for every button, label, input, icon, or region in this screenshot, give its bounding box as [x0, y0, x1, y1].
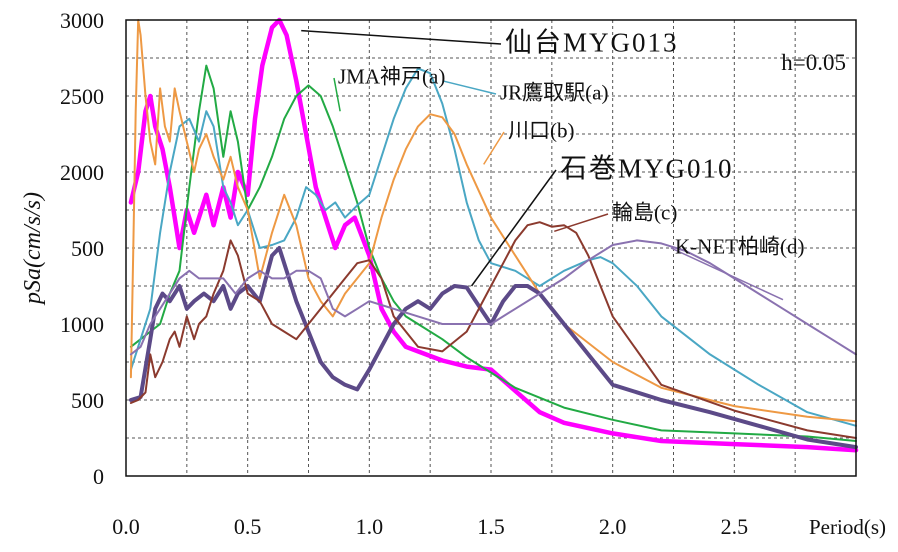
annotation-leader-line [470, 169, 557, 287]
series-annotation: JMA神戸(a) [338, 64, 445, 88]
y-tick-label: 0 [93, 464, 104, 489]
plot-frame [125, 19, 857, 477]
series-line [129, 67, 857, 427]
x-tick-label: 1.5 [477, 514, 505, 539]
y-tick-label: 2500 [60, 84, 104, 109]
y-tick-label: 1000 [60, 312, 104, 337]
annotation-labels: 仙台MYG013 JMA神戸(a) JR鷹取駅(a) 川口(b) 石巻MYG010 輪島(… [338, 27, 804, 258]
series-annotation: 仙台MYG013 [505, 27, 679, 57]
y-tick-label: 500 [71, 236, 104, 261]
x-tick-label: 0.0 [112, 514, 140, 539]
series-annotation: 川口(b) [508, 118, 575, 142]
series-annotation: 石巻MYG010 [560, 153, 734, 183]
series-line [129, 64, 857, 442]
y-tick-label: 3000 [60, 8, 104, 33]
x-axis-label: Period(s) [809, 515, 886, 539]
damping-label: h=0.05 [781, 50, 846, 75]
series-annotation: 輪島(c) [612, 200, 677, 224]
series-annotation: JR鷹取駅(a) [500, 80, 609, 104]
series-annotation: K-NET柏崎(d) [675, 234, 804, 258]
series-line [129, 19, 857, 423]
y-axis-label: pSa(cm/s/s) [20, 192, 46, 306]
annotation-leader-line [483, 131, 505, 165]
annotation-leader-line [670, 247, 784, 301]
series-line [129, 221, 857, 439]
annotation-leaders [301, 29, 784, 301]
x-tick-label: 2.5 [721, 514, 749, 539]
annotation-leader-line [301, 29, 502, 45]
annotation-leader-line [333, 77, 341, 112]
y-tick-label: 2000 [60, 160, 104, 185]
annotation-leader-line [442, 80, 497, 95]
y-tick-label: 500 [71, 388, 104, 413]
x-tick-label: 0.5 [234, 514, 262, 539]
x-tick-labels: 0.0 0.5 1.0 1.5 2.0 2.5 [112, 514, 748, 539]
series-layer [128, 17, 859, 453]
x-tick-label: 1.0 [356, 514, 384, 539]
series-line [128, 246, 858, 450]
annotation-leader-line [554, 213, 609, 232]
x-tick-label: 2.0 [599, 514, 627, 539]
series-line [129, 239, 857, 356]
y-tick-labels: 0 500 1000 500 2000 2500 3000 [60, 8, 104, 489]
